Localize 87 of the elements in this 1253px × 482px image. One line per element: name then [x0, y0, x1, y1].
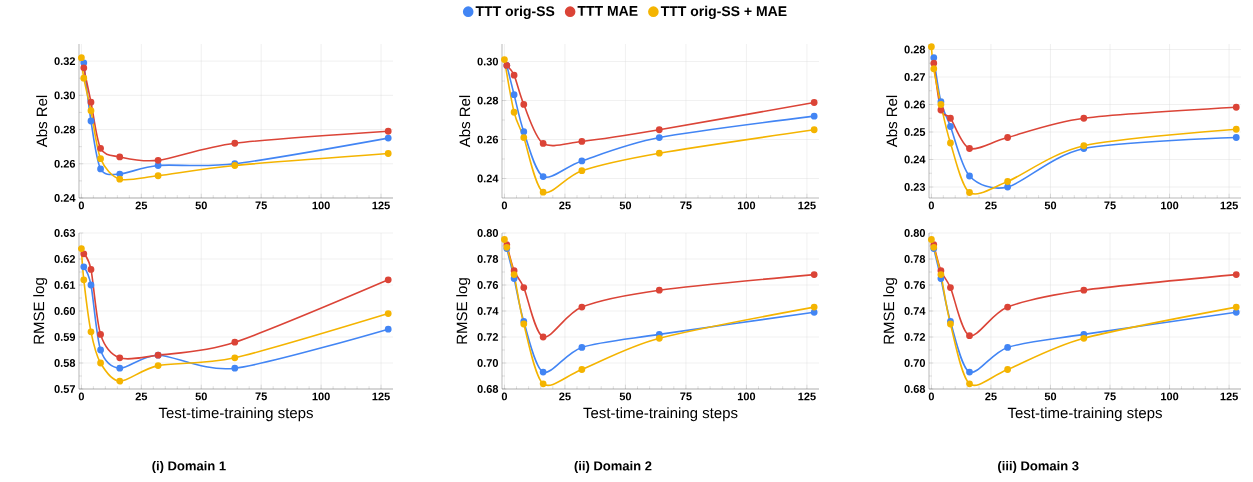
- y-tick-label: 0.80: [904, 229, 926, 237]
- x-tick-label: 125: [1220, 201, 1238, 210]
- y-tick-label: 0.68: [904, 385, 926, 393]
- y-tick-label: 0.57: [54, 385, 75, 393]
- x-tick-label: 100: [737, 201, 756, 210]
- x-tick-label: 50: [195, 201, 207, 210]
- y-tick-label: 0.74: [904, 307, 926, 315]
- x-axis-title: Test-time-training steps: [1007, 407, 1162, 422]
- x-tick-label: 0: [501, 201, 508, 210]
- y-tick-label: 0.78: [477, 255, 499, 263]
- y-tick-label: 0.60: [54, 307, 76, 315]
- x-tick-label: 0: [928, 392, 934, 401]
- x-tick-label: 25: [135, 392, 148, 401]
- x-tick-label: 25: [559, 201, 571, 210]
- y-tick-label: 0.24: [904, 155, 926, 164]
- y-tick-label: 0.28: [54, 125, 76, 134]
- y-tick-label: 0.26: [904, 100, 926, 109]
- legend-label: TTT orig-SS: [475, 5, 555, 19]
- x-tick-label: 50: [1044, 201, 1057, 210]
- y-tick-label: 0.70: [477, 359, 499, 367]
- x-tick-label: 75: [680, 201, 692, 210]
- y-tick-label: 0.30: [54, 91, 76, 100]
- x-tick-label: 125: [372, 392, 390, 401]
- x-tick-label: 100: [312, 201, 330, 210]
- y-tick-label: 0.70: [904, 359, 926, 367]
- y-tick-label: 0.25: [904, 128, 926, 136]
- x-tick-label: 50: [1044, 392, 1057, 401]
- x-tick-label: 125: [798, 392, 816, 401]
- text: (iii) Domain 3: [998, 460, 1079, 474]
- y-axis-title: RMSE log: [883, 278, 898, 344]
- x-tick-label: 50: [619, 201, 632, 210]
- x-tick-label: 50: [195, 392, 207, 401]
- y-tick-label: 0.76: [477, 281, 499, 289]
- y-tick-label: 0.24: [477, 174, 499, 183]
- y-axis-title: RMSE log: [456, 278, 471, 344]
- x-tick-label: 75: [1104, 392, 1116, 401]
- y-tick-label: 0.63: [54, 229, 76, 237]
- y-tick-label: 0.78: [904, 255, 926, 263]
- y-tick-label: 0.23: [904, 183, 926, 191]
- x-tick-label: 100: [1161, 392, 1179, 401]
- y-tick-label: 0.76: [904, 281, 926, 289]
- x-tick-label: 125: [798, 201, 816, 210]
- y-tick-label: 0.80: [477, 229, 499, 237]
- text: (i) Domain 1: [152, 460, 226, 474]
- x-axis-title: Test-time-training steps: [158, 407, 313, 422]
- x-tick-label: 25: [985, 201, 997, 210]
- y-tick-label: 0.26: [54, 159, 76, 168]
- x-tick-label: 100: [1161, 201, 1179, 210]
- x-axis-title: Test-time-training steps: [583, 407, 738, 422]
- x-tick-label: 125: [1220, 392, 1238, 401]
- y-tick-label: 0.24: [54, 194, 76, 202]
- y-tick-label: 0.62: [54, 255, 76, 263]
- y-tick-label: 0.72: [477, 333, 499, 341]
- x-tick-label: 0: [501, 392, 508, 401]
- x-tick-label: 50: [619, 392, 632, 401]
- y-axis-title: Abs Rel: [36, 95, 48, 148]
- y-axis-title: RMSE log: [33, 278, 48, 344]
- y-tick-label: 0.28: [477, 96, 499, 105]
- x-tick-label: 75: [1104, 201, 1116, 210]
- text: (ii) Domain 2: [574, 460, 652, 474]
- y-tick-label: 0.28: [904, 45, 926, 54]
- y-axis-title: Abs Rel: [886, 95, 898, 148]
- x-tick-label: 75: [255, 201, 267, 210]
- x-tick-label: 25: [559, 392, 571, 401]
- x-tick-label: 125: [372, 201, 390, 210]
- legend-label: TTT MAE: [577, 6, 638, 16]
- y-tick-label: 0.58: [54, 359, 76, 367]
- y-tick-label: 0.27: [904, 73, 925, 81]
- y-tick-label: 0.59: [54, 333, 76, 341]
- y-axis-title: Abs Rel: [459, 95, 471, 148]
- x-tick-label: 0: [78, 392, 84, 401]
- x-tick-label: 25: [135, 201, 148, 210]
- x-tick-label: 0: [78, 201, 84, 210]
- y-tick-label: 0.32: [54, 57, 76, 66]
- y-tick-label: 0.74: [477, 307, 499, 315]
- x-tick-label: 100: [312, 392, 330, 401]
- x-tick-label: 25: [985, 392, 997, 401]
- legend-label: TTT orig-SS + MAE: [660, 5, 787, 19]
- y-tick-label: 0.30: [477, 57, 499, 66]
- y-tick-label: 0.61: [54, 281, 76, 289]
- y-tick-label: 0.26: [477, 135, 499, 144]
- x-tick-label: 0: [928, 201, 934, 210]
- y-tick-label: 0.68: [477, 385, 499, 393]
- y-tick-label: 0.72: [904, 333, 926, 341]
- x-tick-label: 75: [255, 392, 267, 401]
- x-tick-label: 100: [737, 392, 756, 401]
- x-tick-label: 75: [680, 392, 692, 401]
